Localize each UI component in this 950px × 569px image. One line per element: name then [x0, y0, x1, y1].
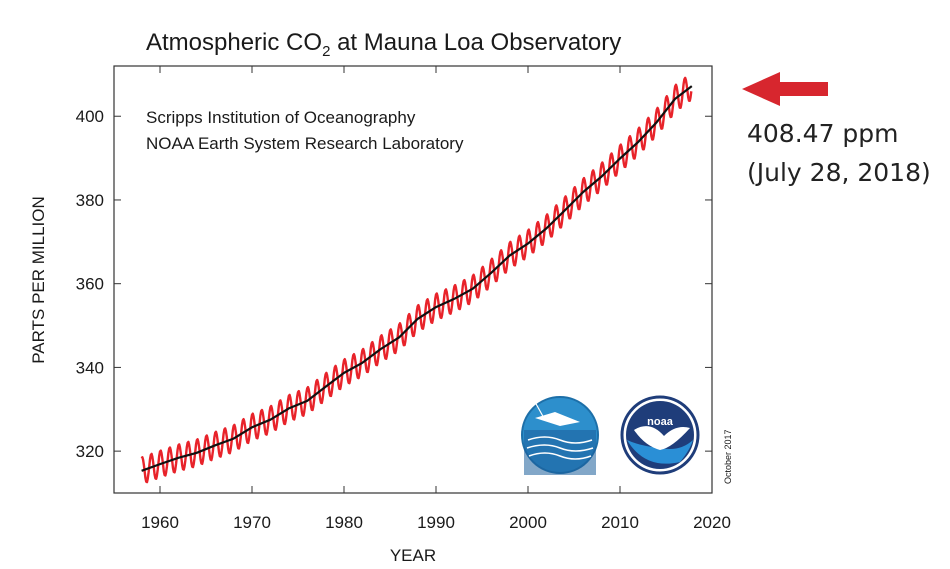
date-side-note: October 2017 [723, 429, 733, 484]
y-axis-ticks: 320 340 360 380 400 [76, 107, 712, 461]
x-axis-ticks: 1960 1970 1980 1990 2000 2010 2020 [141, 66, 731, 532]
y-tick-label: 360 [76, 275, 104, 294]
y-tick-label: 340 [76, 358, 104, 377]
plot-frame [113, 65, 713, 494]
annotation-value: 408.47 ppm [747, 119, 899, 148]
x-tick-label: 2000 [509, 513, 547, 532]
series-trend-line [141, 85, 693, 472]
noaa-logo-text: noaa [647, 416, 674, 428]
y-tick-label: 380 [76, 191, 104, 210]
scripps-logo [521, 396, 599, 475]
x-tick-label: 1970 [233, 513, 271, 532]
noaa-logo: noaa [620, 395, 700, 475]
chart-title: Atmospheric CO2 at Mauna Loa Observatory [146, 29, 621, 60]
x-axis-label: YEAR [390, 546, 436, 565]
annotation-date: (July 28, 2018) [747, 158, 931, 187]
credit-scripps: Scripps Institution of Oceanography [146, 108, 416, 127]
x-tick-label: 2010 [601, 513, 639, 532]
series-layer [140, 76, 693, 484]
credit-noaa: NOAA Earth System Research Laboratory [146, 134, 464, 153]
y-axis-label: PARTS PER MILLION [29, 196, 48, 364]
x-tick-label: 1990 [417, 513, 455, 532]
arrow-icon [742, 72, 828, 106]
x-tick-label: 1960 [141, 513, 179, 532]
x-tick-label: 2020 [693, 513, 731, 532]
y-tick-label: 320 [76, 442, 104, 461]
x-tick-label: 1980 [325, 513, 363, 532]
y-tick-label: 400 [76, 107, 104, 126]
series-monthly-line [140, 76, 693, 484]
